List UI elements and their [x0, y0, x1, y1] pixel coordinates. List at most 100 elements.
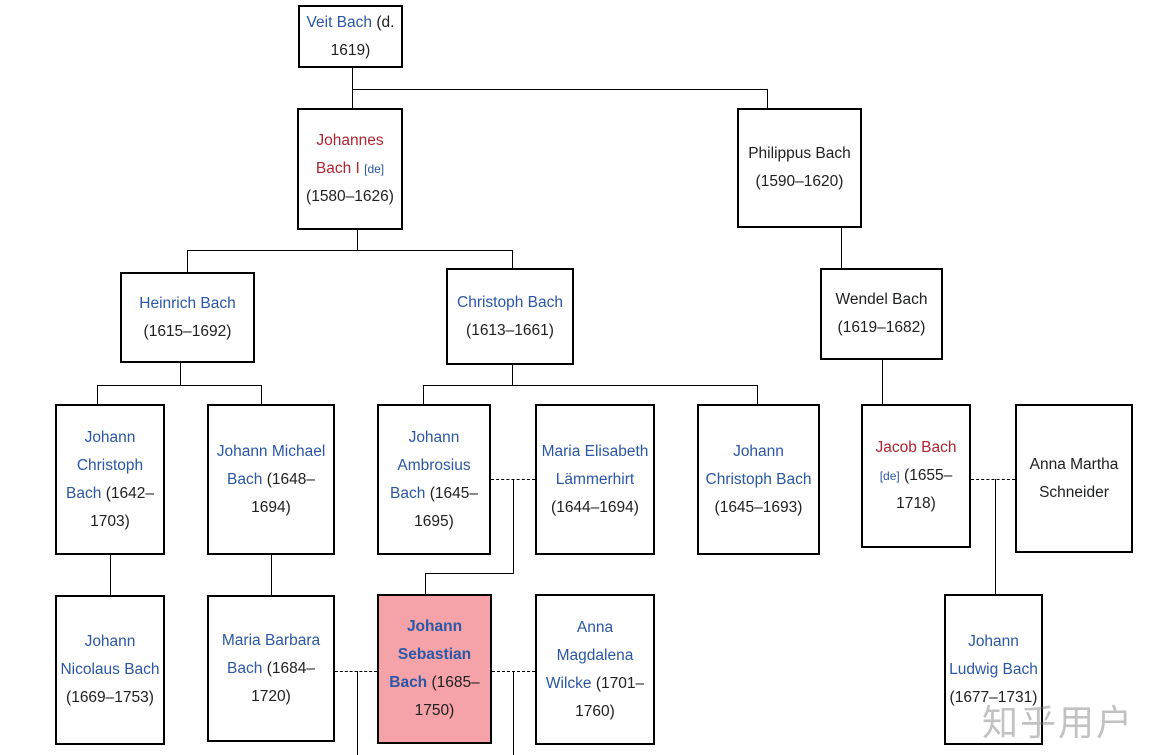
person-dates: (1644–1694) [551, 498, 639, 516]
person-link-johann-christoph-bach-1642[interactable]: Johann Christoph Bach [66, 428, 144, 502]
sibling-line-johannes1-children [187, 250, 513, 251]
person-box-christoph-bach: Christoph Bach (1613–1661) [446, 268, 574, 365]
sibling-line-christoph-children [423, 385, 757, 386]
descent-line-wendel [841, 228, 842, 268]
person-box-maria-elisabeth-laemmerhirt: Maria Elisabeth Lämmerhirt (1644–1694) [535, 404, 655, 555]
descent-line-ambrosius-marriage [513, 479, 514, 573]
person-dates: (1645–1693) [714, 498, 803, 516]
person-text: Johann Sebastian Bach (1685–1750) [382, 613, 487, 725]
person-box-veit-bach: Veit Bach (d. 1619) [298, 5, 403, 68]
person-link-veit-bach[interactable]: Veit Bach [306, 13, 373, 31]
person-box-johann-christoph-bach-1645: Johann Christoph Bach (1645–1693) [697, 404, 820, 555]
person-dates: (1642–1703) [90, 484, 154, 530]
person-dates: (1677–1731) [949, 688, 1038, 706]
descent-line-veit [352, 68, 353, 108]
sibling-line-heinrich-children [97, 385, 261, 386]
marriage-line-barbara-jsb [335, 671, 377, 672]
descent-line-heinrich [187, 250, 188, 272]
person-dates: (1645–1695) [414, 484, 478, 530]
person-name-wendel-bach: Wendel Bach [835, 291, 928, 308]
person-dates: (d. 1619) [330, 13, 395, 59]
person-link-johann-sebastian-bach[interactable]: Johann Sebastian Bach [389, 618, 472, 691]
person-dates: (1648–1694) [251, 470, 315, 516]
descent-line-maria-barbara [271, 555, 272, 595]
descent-line-jsb-first-marriage [357, 671, 358, 755]
person-dates: (1685–1750) [414, 674, 480, 719]
descent-line-johann-ambrosius [423, 385, 424, 404]
person-box-anna-martha-schneider: Anna Martha Schneider [1015, 404, 1133, 553]
descent-line-jacob [882, 360, 883, 404]
person-text: Jacob Bach [de] (1655–1718) [866, 434, 966, 518]
person-link-johann-michael-bach[interactable]: Johann Michael Bach [216, 442, 326, 488]
descent-elbow-to-jsb [425, 573, 514, 574]
descent-line-johann-christoph-1645 [757, 385, 758, 404]
person-box-heinrich-bach: Heinrich Bach (1615–1692) [120, 272, 255, 363]
person-link-jacob-bach[interactable]: Jacob Bach [875, 439, 957, 456]
person-box-johann-nicolaus-bach: Johann Nicolaus Bach (1669–1753) [55, 595, 165, 745]
person-link-johannes-bach-i[interactable]: Johannes Bach I [315, 132, 384, 177]
person-box-jacob-bach: Jacob Bach [de] (1655–1718) [861, 404, 971, 548]
person-link-anna-magdalena-wilcke[interactable]: Anna Magdalena Wilcke [545, 618, 634, 692]
de-wiki-link[interactable]: [de] [879, 469, 900, 483]
marriage-line-jsb-magdalena [492, 671, 535, 672]
descent-line-jsb [425, 573, 426, 594]
person-box-johann-ambrosius-bach: Johann Ambrosius Bach (1645–1695) [377, 404, 491, 555]
de-wiki-link[interactable]: [de] [364, 162, 385, 176]
person-box-johann-christoph-bach-1642: Johann Christoph Bach (1642–1703) [55, 404, 165, 555]
person-box-anna-magdalena-wilcke: Anna Magdalena Wilcke (1701–1760) [535, 594, 655, 745]
person-link-johann-christoph-bach-1645[interactable]: Johann Christoph Bach [705, 442, 812, 488]
person-link-heinrich-bach[interactable]: Heinrich Bach [139, 294, 236, 312]
person-dates: (1613–1661) [466, 321, 554, 339]
descent-line-christoph [512, 250, 513, 268]
person-dates: (1655–1718) [896, 467, 953, 512]
watermark-zhihu: 知乎用户 [982, 703, 1135, 744]
person-box-johann-ludwig-bach: Johann Ludwig Bach (1677–1731) [944, 594, 1043, 745]
descent-line-heinrich-down [180, 363, 181, 385]
person-text: Johann Christoph Bach (1645–1693) [702, 438, 815, 522]
descent-line-philippus [767, 89, 768, 108]
person-text: Johann Ambrosius Bach (1645–1695) [382, 424, 486, 536]
person-dates: (1684–1720) [251, 659, 315, 705]
person-text: Johann Christoph Bach (1642–1703) [60, 424, 160, 536]
person-dates: (1701–1760) [575, 674, 645, 720]
person-text: Veit Bach (d. 1619) [303, 9, 398, 65]
person-name-anna-martha-schneider: Anna Martha Schneider [1029, 455, 1119, 501]
marriage-line-jacob-annamartha [971, 479, 1015, 480]
person-box-johann-michael-bach: Johann Michael Bach (1648–1694) [207, 404, 335, 555]
person-link-maria-barbara-bach[interactable]: Maria Barbara Bach [221, 631, 321, 677]
person-box-johann-sebastian-bach: Johann Sebastian Bach (1685–1750) [377, 594, 492, 744]
person-dates: (1619–1682) [837, 319, 926, 336]
descent-line-johann-michael [261, 385, 262, 404]
descent-line-johannes1 [357, 230, 358, 250]
person-text: Christoph Bach (1613–1661) [451, 289, 569, 345]
person-text: Johann Michael Bach (1648–1694) [212, 438, 330, 522]
person-text: Philippus Bach (1590–1620) [742, 140, 857, 196]
person-dates: (1669–1753) [66, 689, 154, 706]
person-dates: (1590–1620) [755, 173, 844, 190]
descent-line-johann-christoph-1642 [97, 385, 98, 404]
descent-line-johann-nicolaus [110, 555, 111, 595]
person-text: Anna Magdalena Wilcke (1701–1760) [540, 614, 650, 726]
person-name-philippus-bach: Philippus Bach [748, 145, 851, 162]
person-text: Wendel Bach (1619–1682) [825, 286, 938, 342]
person-box-wendel-bach: Wendel Bach (1619–1682) [820, 268, 943, 360]
sibling-line-veit-children [352, 89, 767, 90]
marriage-line-ambrosius-elisabeth [491, 479, 535, 480]
descent-line-jsb-second-marriage [513, 671, 514, 755]
person-link-johann-ambrosius-bach[interactable]: Johann Ambrosius Bach [390, 428, 471, 502]
person-link-johann-ludwig-bach[interactable]: Johann Ludwig Bach [949, 632, 1038, 678]
person-text: Maria Barbara Bach (1684–1720) [212, 627, 330, 711]
person-box-philippus-bach: Philippus Bach (1590–1620) [737, 108, 862, 228]
person-link-maria-elisabeth-laemmerhirt[interactable]: Maria Elisabeth Lämmerhirt [541, 442, 649, 488]
person-text: Johann Ludwig Bach (1677–1731) [949, 628, 1038, 712]
person-link-christoph-bach[interactable]: Christoph Bach [457, 293, 563, 311]
person-text: Johann Nicolaus Bach (1669–1753) [60, 628, 160, 712]
person-box-johannes-bach-i: Johannes Bach I [de] (1580–1626) [297, 108, 403, 230]
descent-line-christoph-down [512, 365, 513, 385]
person-box-maria-barbara-bach: Maria Barbara Bach (1684–1720) [207, 595, 335, 742]
person-text: Anna Martha Schneider [1020, 451, 1128, 507]
person-dates: (1615–1692) [143, 322, 232, 340]
person-dates: (1580–1626) [306, 188, 394, 205]
person-link-johann-nicolaus-bach[interactable]: Johann Nicolaus Bach [60, 633, 160, 678]
